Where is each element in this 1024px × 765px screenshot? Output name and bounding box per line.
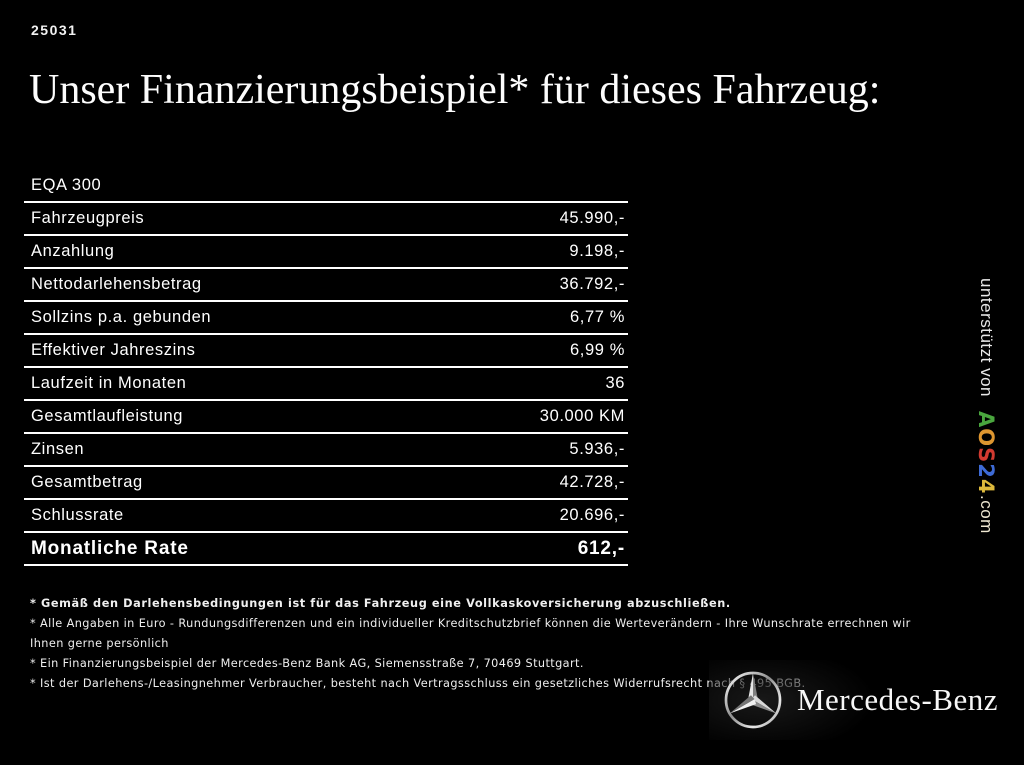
row-value: 36	[605, 374, 625, 392]
row-label: Sollzins p.a. gebunden	[31, 308, 212, 326]
row-label: Laufzeit in Monaten	[31, 374, 187, 392]
mercedes-star-icon	[724, 671, 782, 729]
supported-by-sidebar: unterstützt von AOS24 .com	[974, 278, 998, 533]
mercedes-footer: Mercedes-Benz	[708, 660, 1004, 740]
aos-letter: O	[974, 428, 998, 448]
table-row-model: EQA 300	[24, 170, 628, 203]
row-value: 30.000 KM	[539, 407, 625, 425]
row-value: 6,77 %	[570, 308, 625, 326]
footnote: * Alle Angaben in Euro - Rundungsdiffere…	[30, 617, 911, 650]
mercedes-wordmark: Mercedes-Benz	[796, 682, 998, 717]
row-label: Monatliche Rate	[31, 537, 189, 559]
table-row: Laufzeit in Monaten 36	[24, 368, 628, 401]
row-label: Gesamtlaufleistung	[31, 407, 184, 425]
footnote: * Ein Finanzierungsbeispiel der Mercedes…	[30, 657, 584, 670]
row-label: Fahrzeugpreis	[31, 209, 145, 227]
row-value: 612,-	[577, 537, 625, 559]
table-row: Nettodarlehensbetrag 36.792,-	[24, 269, 628, 302]
table-row: Gesamtlaufleistung 30.000 KM	[24, 401, 628, 434]
model-name: EQA 300	[31, 176, 102, 194]
reference-number: 25031	[31, 22, 78, 38]
row-label: Zinsen	[31, 440, 85, 458]
row-label: Gesamtbetrag	[31, 473, 143, 491]
table-row: Effektiver Jahreszins 6,99 %	[24, 335, 628, 368]
supported-by-label: unterstützt von	[977, 278, 996, 398]
finance-table: EQA 300 Fahrzeugpreis 45.990,- Anzahlung…	[24, 170, 628, 566]
row-value: 42.728,-	[559, 473, 625, 491]
row-value: 5.936,-	[569, 440, 625, 458]
row-value: 20.696,-	[559, 506, 625, 524]
row-value: 9.198,-	[569, 242, 625, 260]
table-row: Gesamtbetrag 42.728,-	[24, 467, 628, 500]
page-title: Unser Finanzierungsbeispiel* für dieses …	[29, 67, 881, 113]
row-value: 45.990,-	[559, 209, 625, 227]
footnotes: * Gemäß den Darlehensbedingungen ist für…	[30, 594, 930, 694]
table-row: Zinsen 5.936,-	[24, 434, 628, 467]
table-row-monthly-rate: Monatliche Rate 612,-	[24, 533, 628, 566]
table-row: Sollzins p.a. gebunden 6,77 %	[24, 302, 628, 335]
aos-letter: 4	[974, 478, 998, 495]
row-value: 6,99 %	[570, 341, 625, 359]
aos-letter: A	[974, 411, 998, 429]
row-value: 36.792,-	[559, 275, 625, 293]
table-row: Anzahlung 9.198,-	[24, 236, 628, 269]
aos-letter: S	[974, 447, 998, 464]
footnote: * Ist der Darlehens-/Leasingnehmer Verbr…	[30, 677, 806, 690]
row-label: Anzahlung	[31, 242, 115, 260]
row-label: Nettodarlehensbetrag	[31, 275, 202, 293]
aos-letter: 2	[974, 463, 998, 479]
row-label: Schlussrate	[31, 506, 124, 524]
footnote: * Gemäß den Darlehensbedingungen ist für…	[30, 597, 731, 610]
aos-domain-suffix: .com	[977, 494, 996, 534]
aos24-logo: AOS24	[974, 411, 998, 495]
row-label: Effektiver Jahreszins	[31, 341, 196, 359]
table-row: Fahrzeugpreis 45.990,-	[24, 203, 628, 236]
table-row: Schlussrate 20.696,-	[24, 500, 628, 533]
